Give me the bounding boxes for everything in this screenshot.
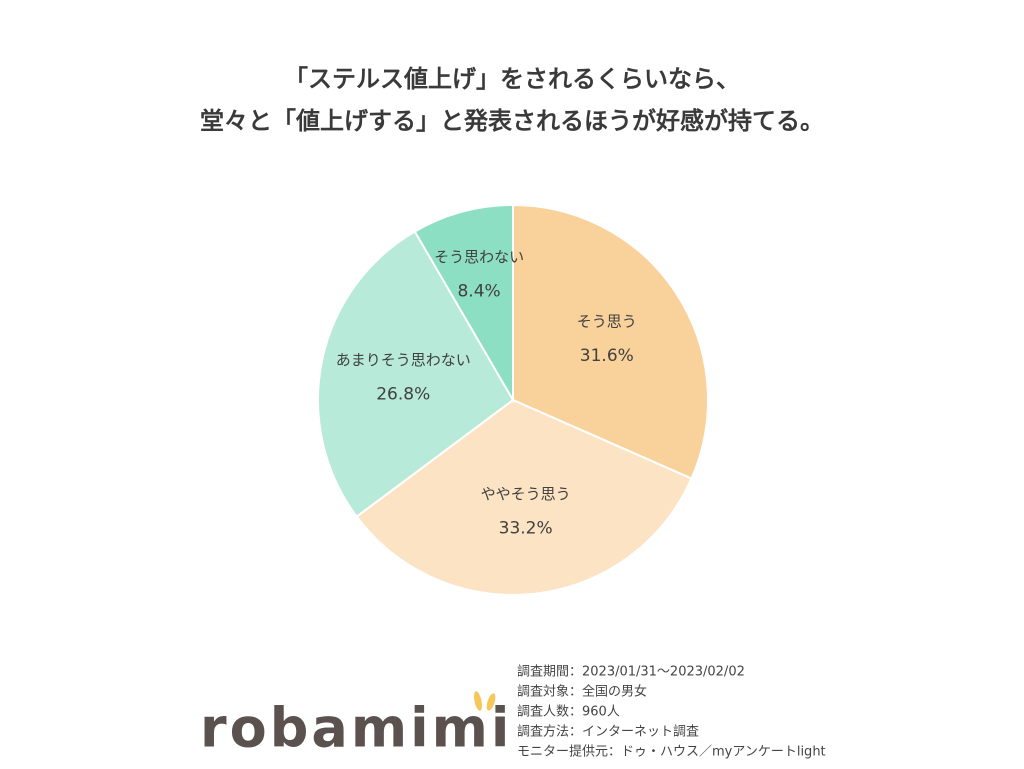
slice-label: あまりそう思わない <box>336 351 471 369</box>
slice-label: そう思う <box>577 312 637 330</box>
notes: 調査期間：2023/01/31～2023/02/02 調査対象：全国の男女調査人数… <box>517 665 826 760</box>
title-line: 「ステルス値上げ」をされるくらいなら、 <box>284 65 740 93</box>
title-line: 堂々と「値上げする」と発表されるほうが好感が持てる。 <box>200 107 824 135</box>
pie-slice <box>413 203 514 404</box>
note: 調査対象：全国の男女 <box>517 684 647 700</box>
note: 調査人数：960人 <box>517 705 620 720</box>
logo-ear <box>486 693 496 711</box>
pie-slice <box>355 398 693 596</box>
slice-label: そう思わない <box>434 248 524 266</box>
note: モニター提供元：ドゥ・ハウス／myアンケートlight <box>517 744 826 760</box>
slice-value: 26.8% <box>376 385 430 405</box>
pie-slice <box>512 203 709 480</box>
pie: そう思う 31.6% ややそう思う 33.2% あまりそう思わない 26.8% そう思わない… <box>317 203 709 596</box>
pie-slice <box>317 230 515 518</box>
note: 調査期間：2023/01/31～2023/02/02 <box>517 665 745 680</box>
slice-value: 33.2% <box>499 518 553 538</box>
slice-label: ややそう思う <box>481 485 571 503</box>
slice-value: 31.6% <box>580 346 634 366</box>
slice-value: 8.4% <box>457 282 500 302</box>
logo: robamimi <box>200 697 512 760</box>
note: 調査方法：インターネット調査 <box>517 724 699 740</box>
logo-ear <box>473 691 483 711</box>
